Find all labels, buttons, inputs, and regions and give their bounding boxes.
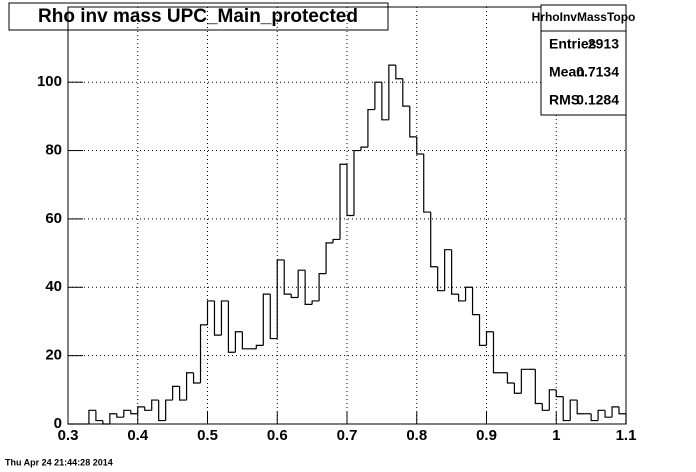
- histogram-bin: [185, 372, 194, 401]
- histogram-bin: [458, 294, 466, 302]
- x-tick-label: 1.1: [616, 427, 637, 444]
- plot-frame: [67, 6, 627, 425]
- stats-value: 0.1284: [576, 92, 619, 108]
- histogram-bin: [255, 344, 264, 349]
- histogram-bin: [444, 249, 452, 291]
- histogram-bin: [144, 406, 152, 411]
- histogram-bin: [604, 410, 613, 418]
- histogram-bin: [283, 259, 292, 295]
- histogram-bin: [290, 294, 299, 299]
- timestamp: Thu Apr 24 21:44:28 2014: [5, 457, 113, 467]
- x-tick-label: 0.8: [406, 427, 427, 444]
- histogram-bin: [374, 81, 382, 110]
- histogram-bin: [213, 300, 222, 336]
- histogram-bin: [430, 212, 438, 268]
- histogram-bin: [325, 242, 334, 274]
- y-tick-label: 40: [45, 278, 62, 295]
- histogram-bin: [137, 406, 145, 414]
- stats-title: HrhoInvMassTopo: [532, 10, 636, 24]
- histogram-bin: [485, 331, 494, 346]
- histogram-bin: [402, 78, 410, 107]
- histogram-bin: [234, 331, 243, 353]
- x-tick-label: 0.7: [337, 427, 358, 444]
- histogram-bin: [513, 382, 522, 394]
- histogram-bin: [179, 386, 187, 401]
- histogram-bin: [562, 396, 571, 422]
- y-tick-label: 0: [54, 415, 62, 432]
- histogram-bin: [227, 300, 236, 353]
- histogram-bin: [95, 410, 103, 422]
- histogram-bin: [360, 146, 368, 151]
- histogram-bin: [388, 64, 396, 120]
- histogram-bin: [548, 389, 557, 411]
- y-tick-label: 100: [37, 73, 62, 90]
- histogram-bin: [395, 65, 403, 80]
- x-tick-label: 0.3: [58, 427, 79, 444]
- histogram-bin: [172, 385, 180, 401]
- histogram-bin: [423, 153, 431, 213]
- histogram-bin: [206, 300, 215, 325]
- x-tick-label: 0.6: [267, 427, 288, 444]
- histogram-bin: [506, 372, 515, 384]
- histogram-bin: [130, 410, 138, 415]
- histogram-bin: [332, 238, 341, 243]
- histogram-bin: [276, 259, 285, 339]
- x-tick-label: 1: [552, 427, 560, 444]
- stats-box: [540, 4, 627, 116]
- x-tick-label: 0.9: [476, 427, 497, 444]
- histogram-bin: [555, 389, 564, 398]
- histogram-bin: [109, 413, 117, 424]
- histogram-bin: [520, 368, 529, 394]
- histogram-bin: [123, 409, 131, 418]
- histogram-bin: [381, 82, 389, 121]
- x-tick-label: 0.5: [197, 427, 218, 444]
- histogram-bin: [367, 108, 375, 148]
- histogram-bin: [220, 300, 229, 336]
- histogram-bin: [339, 163, 347, 240]
- histogram-bin: [241, 331, 250, 350]
- histogram-bin: [576, 400, 585, 415]
- histogram-bin: [492, 331, 501, 374]
- histogram-bin: [199, 324, 208, 383]
- chart-title: Rho inv mass UPC_Main_protected: [38, 6, 358, 27]
- histogram-bin: [534, 369, 543, 405]
- stats-label: Entries: [549, 36, 597, 52]
- histogram-bin: [416, 136, 424, 155]
- histogram-bin: [346, 164, 354, 217]
- histogram-bin: [464, 286, 473, 301]
- stats-label: RMS: [549, 92, 580, 108]
- histogram-bin: [116, 413, 124, 418]
- x-tick-label: 0.4: [127, 427, 149, 444]
- histogram-bin: [590, 413, 599, 422]
- histogram-bin: [451, 249, 459, 295]
- stats-label: Mean: [549, 64, 585, 80]
- histogram-bin: [158, 400, 166, 422]
- stats-value: 0.7134: [576, 64, 619, 80]
- histogram-bin: [471, 287, 480, 316]
- histogram-bin: [311, 300, 320, 305]
- histogram-bin: [478, 314, 487, 346]
- histogram-bin: [353, 149, 361, 216]
- histogram-bin: [409, 106, 417, 138]
- histogram-bin: [597, 409, 606, 421]
- histogram-bin: [262, 293, 271, 346]
- histogram-bin: [437, 266, 445, 292]
- histogram-bin: [297, 269, 306, 298]
- histogram-bin: [269, 294, 278, 340]
- y-tick-label: 60: [45, 210, 62, 227]
- histogram-bin: [318, 273, 327, 301]
- stats-value: 2913: [588, 36, 619, 52]
- histogram-bin: [165, 399, 173, 421]
- histogram-bin: [304, 270, 313, 305]
- histogram-bin: [569, 399, 578, 421]
- histogram-bin: [151, 399, 159, 411]
- y-tick-label: 20: [45, 347, 62, 364]
- y-tick-label: 80: [45, 142, 62, 159]
- histogram-bin: [611, 406, 620, 418]
- histogram-bin: [88, 409, 96, 424]
- histogram-bin: [541, 403, 550, 411]
- histogram-bin: [192, 372, 201, 384]
